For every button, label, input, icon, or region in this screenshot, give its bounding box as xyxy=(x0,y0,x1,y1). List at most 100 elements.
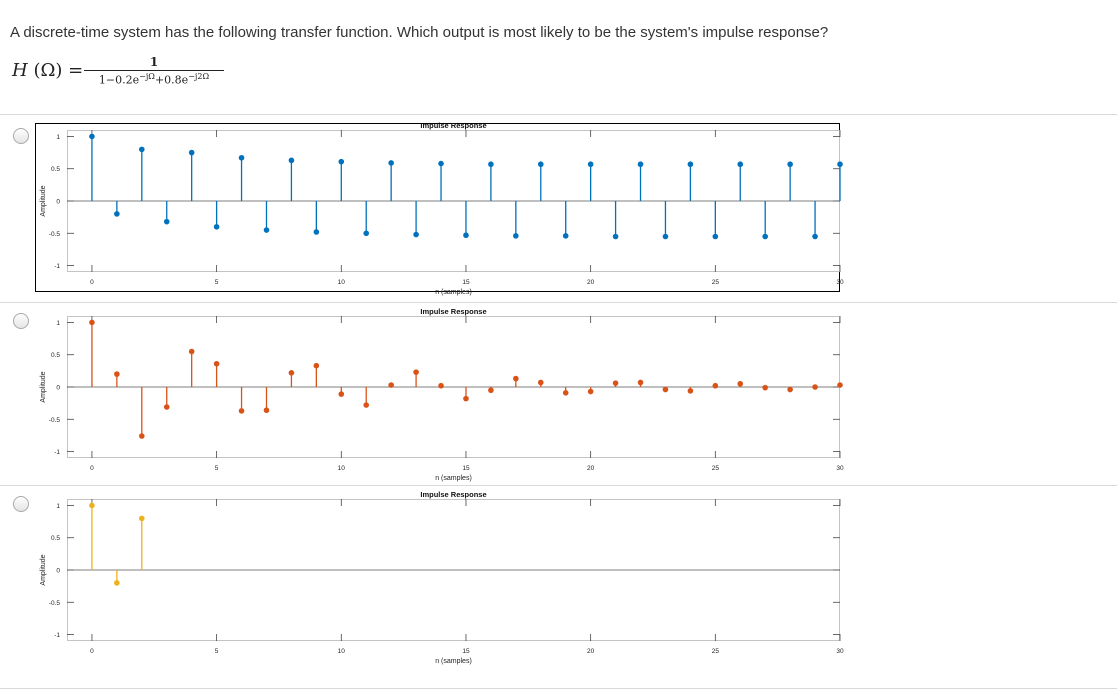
stem-marker xyxy=(188,149,195,156)
stem-marker xyxy=(438,160,444,167)
y-tick-label: 0.5 xyxy=(51,535,60,542)
option-plot-1: -1 -0.5 0 0.5 1 0 5 10 15 20 25 30 Impulse Response n… xyxy=(30,120,845,296)
stem-marker xyxy=(562,390,569,396)
divider xyxy=(0,114,1117,115)
option-radio-3[interactable] xyxy=(13,496,29,512)
stem-marker xyxy=(288,157,295,164)
x-tick-label: 25 xyxy=(712,648,720,655)
stem-marker xyxy=(787,386,793,393)
formula-fraction: 1 1−0.2e−jΩ+0.8e−j2Ω xyxy=(84,56,224,87)
stem-marker xyxy=(313,229,320,235)
stem-marker xyxy=(612,380,619,386)
stem-marker xyxy=(488,387,494,394)
x-tick-label: 20 xyxy=(587,465,595,472)
option-radio-2[interactable] xyxy=(13,313,29,329)
stem-marker xyxy=(363,230,370,237)
y-axis-label: Amplitude xyxy=(40,554,47,585)
y-axis-label: Amplitude xyxy=(40,185,47,216)
option-plot-3: -1 -0.5 0 0.5 1 0 5 10 15 20 25 30 Impulse Response n… xyxy=(30,489,845,665)
stem-marker xyxy=(89,319,95,326)
stem-marker xyxy=(812,233,818,240)
stem-marker xyxy=(413,231,419,238)
formula-denominator: 1−0.2e−jΩ+0.8e−j2Ω xyxy=(98,72,210,87)
x-tick-label: 15 xyxy=(462,648,470,655)
stem-marker xyxy=(762,384,768,391)
stem-marker xyxy=(737,380,744,387)
y-tick-label: 0 xyxy=(56,385,60,392)
y-tick-label: -0.5 xyxy=(49,600,61,607)
y-tick-label: -1 xyxy=(54,263,60,270)
stem-marker xyxy=(812,384,818,390)
x-tick-label: 30 xyxy=(836,279,844,286)
chart-title: Impulse Response xyxy=(420,121,486,130)
stem-marker xyxy=(662,233,669,240)
x-tick-label: 10 xyxy=(338,465,346,472)
option-radio-1[interactable] xyxy=(13,128,29,144)
stem-marker xyxy=(513,233,519,239)
stem-marker xyxy=(463,395,469,402)
stem-marker xyxy=(787,161,793,168)
stem-marker xyxy=(238,154,245,161)
stem-marker xyxy=(513,375,519,382)
stem-marker xyxy=(89,502,95,509)
stem-marker xyxy=(213,224,220,230)
x-tick-label: 30 xyxy=(836,648,844,655)
stem-marker xyxy=(388,160,394,166)
stem-marker xyxy=(89,133,95,140)
stem-marker xyxy=(687,161,694,168)
x-axis-label: n (samples) xyxy=(435,475,472,482)
stem-marker xyxy=(837,161,843,168)
stem-marker xyxy=(139,146,145,153)
x-tick-label: 5 xyxy=(215,279,219,286)
y-tick-label: 1 xyxy=(56,134,60,141)
fraction-bar xyxy=(84,70,224,71)
stem-marker xyxy=(712,382,719,389)
x-tick-label: 25 xyxy=(712,465,720,472)
y-tick-label: 1 xyxy=(56,503,60,510)
option-plot-2: -1 -0.5 0 0.5 1 0 5 10 15 20 25 30 Impulse Response n… xyxy=(30,306,845,482)
stem-marker xyxy=(612,233,619,240)
stem-marker xyxy=(637,379,644,386)
y-tick-label: 0 xyxy=(56,199,60,206)
divider xyxy=(0,302,1117,303)
y-axis-label: Amplitude xyxy=(40,371,47,402)
x-tick-label: 20 xyxy=(587,279,595,286)
stem-marker xyxy=(313,362,320,369)
x-tick-label: 25 xyxy=(712,279,720,286)
stem-marker xyxy=(463,232,469,239)
stem-marker xyxy=(114,371,120,377)
stem-marker xyxy=(488,161,494,168)
x-tick-label: 0 xyxy=(90,279,94,286)
stem-marker xyxy=(712,233,719,240)
stem-marker xyxy=(363,402,370,408)
x-tick-label: 0 xyxy=(90,648,94,655)
stem-marker xyxy=(139,515,145,522)
stem-marker xyxy=(837,382,843,388)
stem-marker xyxy=(438,382,444,389)
x-tick-label: 5 xyxy=(215,648,219,655)
stem-marker xyxy=(537,379,544,386)
stem-marker xyxy=(163,404,170,410)
stem-marker xyxy=(114,580,120,586)
x-tick-label: 15 xyxy=(462,465,470,472)
stem-marker xyxy=(762,233,768,240)
divider xyxy=(0,688,1117,689)
y-tick-label: -0.5 xyxy=(49,417,61,424)
stem-marker xyxy=(413,369,419,375)
stem-marker xyxy=(263,407,270,414)
stem-marker xyxy=(338,158,345,165)
stem-marker xyxy=(737,161,744,168)
stem-marker xyxy=(562,233,569,239)
x-axis-label: n (samples) xyxy=(435,658,472,665)
y-tick-label: 1 xyxy=(56,320,60,327)
x-tick-label: 5 xyxy=(215,465,219,472)
stem-marker xyxy=(338,391,345,397)
formula-numerator: 1 xyxy=(149,55,159,69)
y-tick-label: -1 xyxy=(54,449,60,456)
stem-marker xyxy=(238,408,245,414)
x-tick-label: 20 xyxy=(587,648,595,655)
chart-title: Impulse Response xyxy=(420,490,486,499)
